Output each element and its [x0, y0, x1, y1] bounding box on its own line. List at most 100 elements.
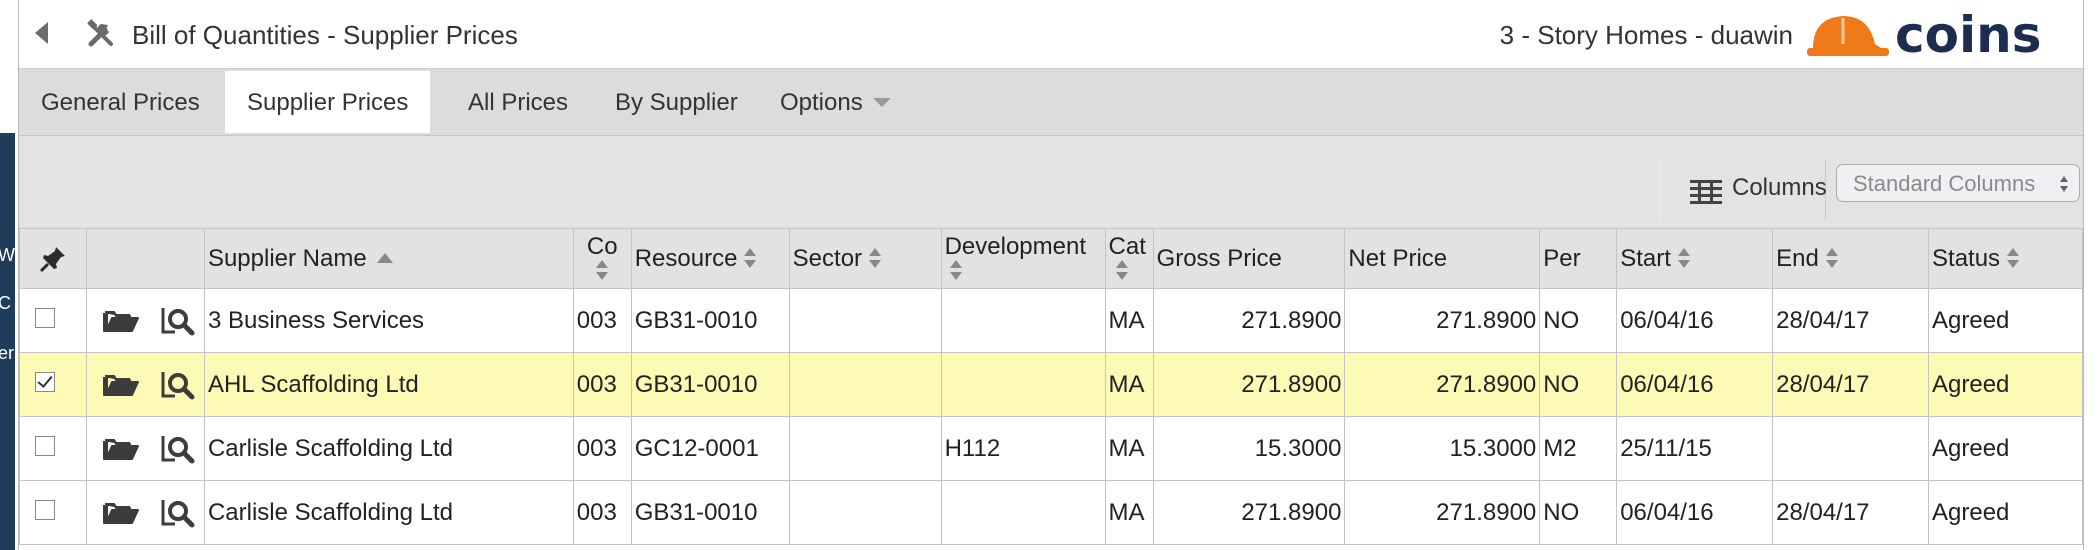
cell-start: 06/04/16: [1616, 480, 1774, 545]
cell-start: 06/04/16: [1616, 288, 1774, 353]
window-title: Bill of Quantities - Supplier Prices: [132, 20, 518, 50]
cell-end: [1772, 416, 1930, 481]
open-folder-icon[interactable]: [102, 499, 140, 527]
table-row[interactable]: Carlisle Scaffolding Ltd 003 GB31-0010 M…: [19, 480, 2083, 545]
search-details-icon[interactable]: [161, 370, 195, 400]
header-label: Supplier Name: [207, 244, 367, 272]
column-set-value: Standard Columns: [1853, 171, 2036, 196]
tab-label: By Supplier: [615, 89, 738, 116]
open-folder-icon[interactable]: [102, 435, 140, 463]
column-header-resource[interactable]: Resource: [630, 228, 790, 289]
row-checkbox[interactable]: [35, 499, 55, 520]
header-label: Sector: [792, 244, 863, 272]
column-header-supplier-name[interactable]: Supplier Name: [203, 228, 574, 289]
sort-ascending-icon: [376, 252, 393, 263]
row-checkbox[interactable]: [35, 371, 55, 392]
cell-co: 003: [572, 416, 632, 481]
tab-supplier-prices[interactable]: Supplier Prices: [225, 71, 431, 133]
sort-icon: [949, 259, 962, 280]
cell-co: 003: [572, 288, 632, 353]
cell-start: 25/11/15: [1616, 416, 1774, 481]
chevron-down-icon: [872, 98, 891, 107]
search-details-icon[interactable]: [161, 498, 195, 528]
cell-net-price: 15.3000: [1344, 416, 1541, 481]
select-arrows-icon: [2060, 176, 2068, 192]
row-select-cell[interactable]: [19, 416, 87, 481]
cell-resource: GB31-0010: [630, 352, 790, 417]
background-window-strip: W C er: [0, 133, 15, 550]
open-folder-icon[interactable]: [102, 307, 140, 335]
row-select-cell[interactable]: [19, 352, 87, 417]
svg-text:coins: coins: [1895, 6, 2041, 64]
tab-all-prices[interactable]: All Prices: [446, 69, 590, 135]
sort-icon: [744, 247, 757, 268]
tab-options[interactable]: Options: [758, 69, 913, 135]
column-header-cat[interactable]: Cat: [1104, 228, 1154, 289]
title-bar: Bill of Quantities - Supplier Prices 3 -…: [19, 0, 2083, 69]
cell-supplier-name: Carlisle Scaffolding Ltd: [203, 416, 574, 481]
cell-supplier-name: 3 Business Services: [203, 288, 574, 353]
coins-logo: coins: [1807, 6, 2041, 64]
back-arrow-icon[interactable]: [35, 22, 48, 44]
tab-label: All Prices: [468, 89, 569, 116]
column-header-end[interactable]: End: [1772, 228, 1930, 289]
table-row[interactable]: Carlisle Scaffolding Ltd 003 GC12-0001 H…: [19, 416, 2083, 481]
header-label: Start: [1620, 244, 1671, 272]
sort-icon: [596, 259, 609, 280]
header-label: Gross Price: [1156, 244, 1282, 272]
background-text: er: [0, 343, 15, 363]
column-header-net-price[interactable]: Net Price: [1344, 228, 1541, 289]
cell-co: 003: [572, 480, 632, 545]
open-folder-icon[interactable]: [102, 371, 140, 399]
cell-net-price: 271.8900: [1344, 288, 1541, 353]
background-text: C: [0, 293, 11, 313]
app-window: Bill of Quantities - Supplier Prices 3 -…: [18, 0, 2084, 550]
columns-button[interactable]: Columns: [1659, 160, 1827, 220]
header-label: Net Price: [1348, 244, 1448, 272]
cell-cat: MA: [1104, 480, 1154, 545]
row-select-cell[interactable]: [19, 480, 87, 545]
supplier-prices-grid: Supplier Name Co Resource Sector Develop…: [19, 228, 2083, 545]
tab-by-supplier[interactable]: By Supplier: [593, 69, 760, 135]
column-header-status[interactable]: Status: [1928, 228, 2083, 289]
cell-gross-price: 15.3000: [1152, 416, 1346, 481]
table-row[interactable]: 3 Business Services 003 GB31-0010 MA 271…: [19, 288, 2083, 353]
grid-toolbar: Columns Standard Columns: [19, 136, 2083, 228]
cell-status: Agreed: [1928, 352, 2083, 417]
column-header-co[interactable]: Co: [572, 228, 632, 289]
cell-gross-price: 271.8900: [1152, 352, 1346, 417]
pin-icon: [39, 246, 65, 272]
cell-sector: [788, 352, 942, 417]
column-header-development[interactable]: Development: [940, 228, 1106, 289]
header-label: Co: [586, 232, 618, 260]
column-set-select[interactable]: Standard Columns: [1836, 164, 2080, 202]
row-checkbox[interactable]: [35, 435, 55, 456]
cell-end: 28/04/17: [1772, 288, 1930, 353]
search-details-icon[interactable]: [161, 306, 195, 336]
cell-co: 003: [572, 352, 632, 417]
pin-column-header[interactable]: [19, 228, 87, 289]
cell-supplier-name: Carlisle Scaffolding Ltd: [203, 480, 574, 545]
table-row[interactable]: AHL Scaffolding Ltd 003 GB31-0010 MA 271…: [19, 352, 2083, 417]
cell-status: Agreed: [1928, 288, 2083, 353]
row-actions-cell: [85, 480, 205, 545]
column-header-gross-price[interactable]: Gross Price: [1152, 228, 1346, 289]
cell-status: Agreed: [1928, 416, 2083, 481]
tab-label: General Prices: [41, 89, 200, 116]
column-header-start[interactable]: Start: [1616, 228, 1774, 289]
row-checkbox[interactable]: [35, 307, 55, 328]
row-select-cell[interactable]: [19, 288, 87, 353]
context-label: 3 - Story Homes - duawin: [1499, 20, 1793, 50]
sort-icon: [1115, 259, 1128, 280]
cell-status: Agreed: [1928, 480, 2083, 545]
sort-icon: [869, 247, 882, 268]
cell-sector: [788, 288, 942, 353]
column-header-per[interactable]: Per: [1539, 228, 1618, 289]
column-header-sector[interactable]: Sector: [788, 228, 942, 289]
cell-gross-price: 271.8900: [1152, 480, 1346, 545]
cell-cat: MA: [1104, 416, 1154, 481]
tab-general-prices[interactable]: General Prices: [19, 69, 222, 135]
search-details-icon[interactable]: [161, 434, 195, 464]
cell-gross-price: 271.8900: [1152, 288, 1346, 353]
header-label: Cat: [1108, 232, 1146, 260]
